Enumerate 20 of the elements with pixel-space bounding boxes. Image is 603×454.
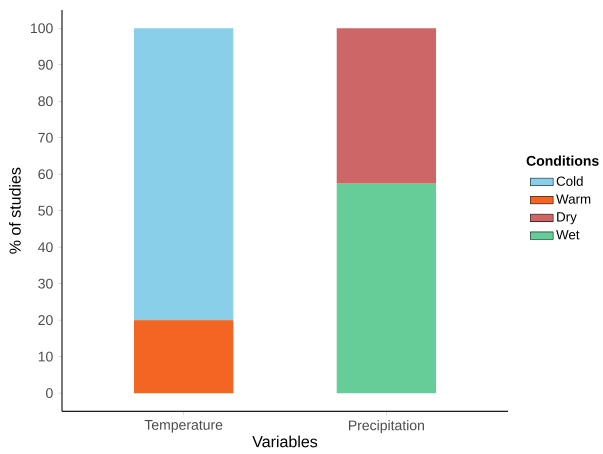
y-tick-label: 100 [31,23,53,34]
x-tick-label: Temperature [144,420,222,433]
y-tick-label: 70 [38,132,53,143]
y-tick-label: 50 [38,206,53,216]
x-axis-title: Variables [252,436,318,448]
y-tick-label: 40 [38,242,53,252]
y-tick-label: 20 [38,315,53,326]
y-tick-label: 10 [38,352,53,362]
y-tick-label: 80 [38,96,53,106]
legend-label: Cold [556,176,583,186]
legend-label: Dry [557,212,577,224]
y-tick-label: 90 [38,60,53,70]
y-tick-label: 60 [38,169,53,180]
legend-label: Wet [556,230,580,240]
legend-label: Warm [556,194,590,204]
y-axis-title: % of studies [9,168,21,254]
legend-title: Conditions [526,156,599,166]
x-tick-label: Precipitation [348,420,424,434]
y-tick-label: 0 [46,388,53,398]
y-tick-label: 30 [38,278,53,289]
